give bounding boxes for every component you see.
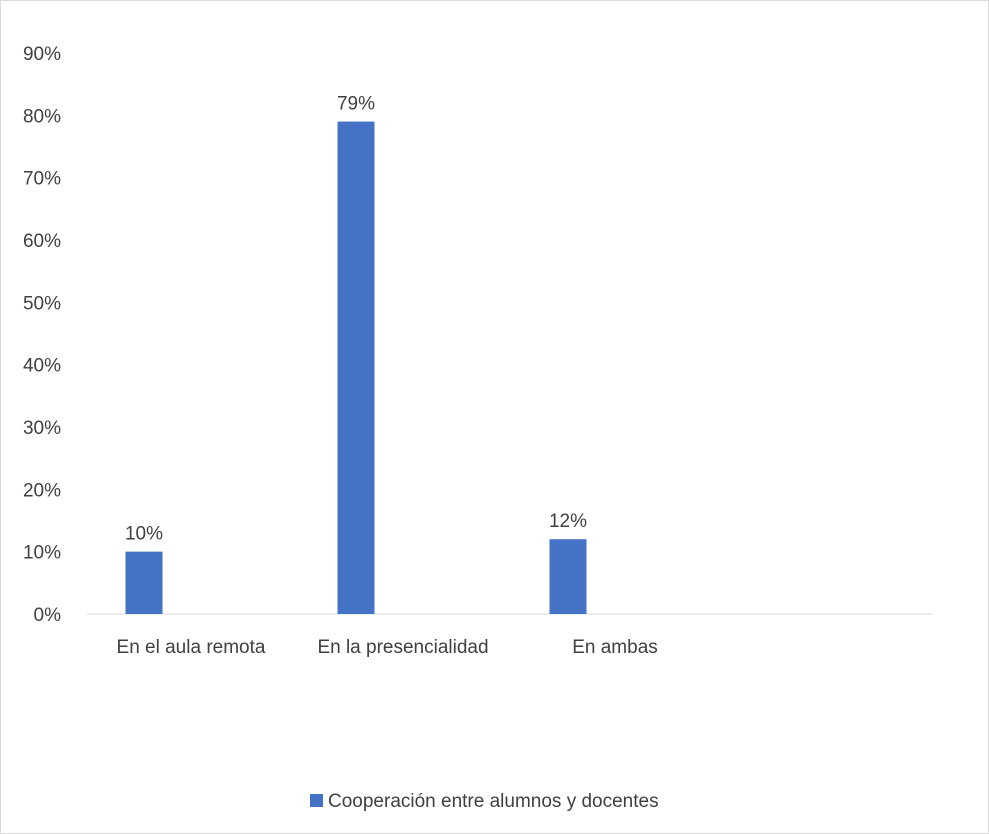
data-labels: 10% 79% 12%: [125, 94, 587, 545]
y-tick-label: 40%: [23, 356, 61, 377]
y-tick-label: 10%: [23, 543, 61, 564]
y-tick-label: 30%: [23, 418, 61, 439]
legend-swatch: [310, 794, 323, 807]
legend: Cooperación entre alumnos y docentes: [310, 791, 659, 812]
y-tick-label: 60%: [23, 231, 61, 252]
category-label: En el aula remota: [117, 637, 266, 658]
y-tick-label: 50%: [23, 293, 61, 314]
legend-label: Cooperación entre alumnos y docentes: [328, 791, 659, 812]
y-tick-label: 70%: [23, 169, 61, 190]
category-label: En la presencialidad: [317, 637, 488, 658]
data-label: 10%: [125, 524, 163, 545]
y-tick-label: 0%: [34, 605, 62, 626]
bars: [125, 121, 587, 615]
data-label: 79%: [337, 94, 375, 115]
y-tick-label: 80%: [23, 106, 61, 127]
category-label: En ambas: [572, 637, 658, 658]
x-axis-categories: En el aula remota En la presencialidad En …: [117, 637, 658, 658]
data-label: 12%: [549, 511, 587, 532]
y-axis-ticks: 0% 10% 20% 30% 40% 50% 60% 70% 80% 90%: [23, 44, 61, 626]
bar: [125, 551, 163, 614]
y-tick-label: 90%: [23, 44, 61, 65]
y-tick-label: 20%: [23, 480, 61, 501]
bar: [549, 539, 587, 614]
bar: [337, 121, 375, 615]
